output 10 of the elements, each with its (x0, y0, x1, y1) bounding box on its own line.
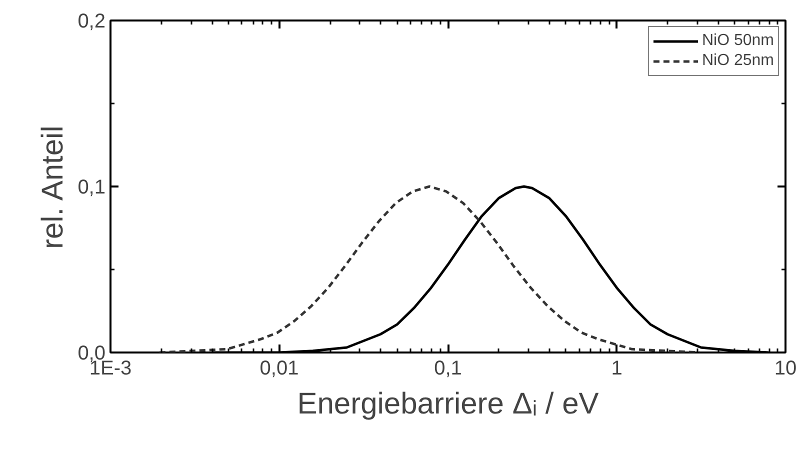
y-axis-title: rel. Anteil (36, 126, 70, 250)
x-tick-label: 0,01 (260, 358, 299, 380)
x-axis-title: Energiebarriere Δᵢ / eV (297, 388, 599, 420)
legend-label: NiO 50nm (702, 32, 774, 50)
x-tick-label: 1 (611, 358, 622, 380)
x-tick-label: 0,1 (434, 358, 462, 380)
x-tick-label: 10 (774, 358, 797, 380)
y-tick-label: 0,1 (78, 176, 106, 198)
legend-label: NiO 25nm (702, 52, 774, 70)
y-tick-label: 0,2 (78, 10, 106, 32)
